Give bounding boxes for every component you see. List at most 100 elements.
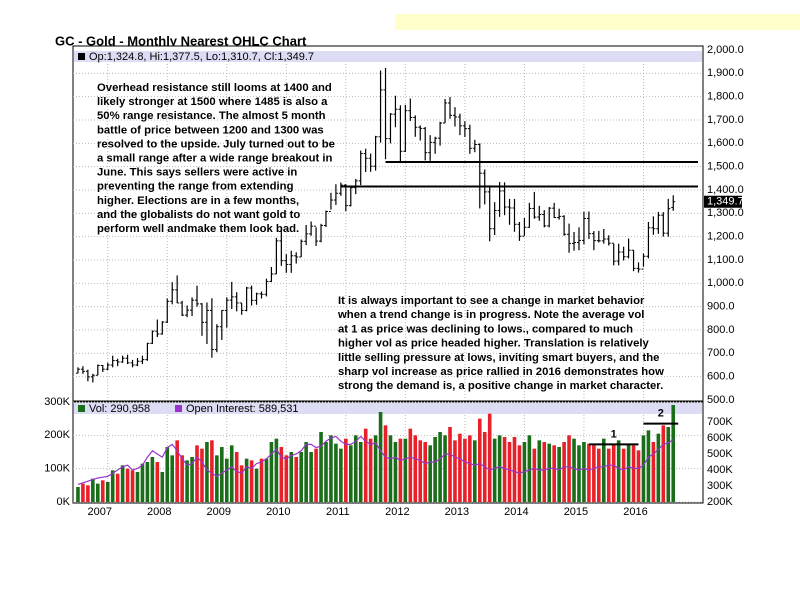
y-tick-label: 800.0 <box>707 324 735 336</box>
volume-bar <box>244 458 249 502</box>
volume-bar <box>86 485 90 502</box>
x-tick-label: 2015 <box>564 506 588 518</box>
volume-bar <box>492 438 497 502</box>
y-tick-label: 1,900.0 <box>707 67 744 79</box>
annotation: when a trend change is in progress. Note… <box>337 309 644 321</box>
volume-bar <box>587 443 591 502</box>
volume-bar <box>110 470 115 502</box>
volume-bar <box>150 457 155 502</box>
volume-bar <box>130 470 135 502</box>
annotation-label: 2 <box>658 408 664 420</box>
volume-bar <box>453 440 457 502</box>
y-tick-label: 1,400.0 <box>707 184 744 196</box>
annotation: likely stronger at 1500 where 1485 is al… <box>97 96 328 108</box>
volume-bar <box>215 455 219 502</box>
annotation: resolved to the upside. July turned out … <box>97 138 335 150</box>
volume-bar <box>641 435 646 502</box>
volume-bar <box>185 460 189 502</box>
volume-bar <box>190 457 194 502</box>
volume-bar <box>383 425 388 502</box>
volume-bar <box>125 468 130 502</box>
volume-bar <box>656 433 661 502</box>
volume-bar <box>294 457 299 502</box>
legend-swatch <box>78 405 85 412</box>
y-tick-label: 1,100.0 <box>707 254 744 266</box>
volume-bar <box>468 435 472 502</box>
volume-bar <box>81 483 85 502</box>
volume-bar <box>319 432 323 502</box>
annotation-label: 1 <box>611 428 617 440</box>
volume-bar <box>358 442 363 502</box>
y-tick-label: 900.0 <box>707 301 735 313</box>
y-tick-label: 0K <box>57 496 71 508</box>
x-tick-label: 2007 <box>87 506 111 518</box>
volume-bar <box>572 438 576 502</box>
volume-bar <box>195 445 199 502</box>
y2-tick-label: 600K <box>707 432 733 444</box>
volume-bar <box>96 483 100 502</box>
volume-bar <box>532 448 537 502</box>
volume-bar <box>373 435 378 502</box>
annotation: sharp vol increase as price rallied in 2… <box>338 366 664 378</box>
y-tick-label: 1,200.0 <box>707 231 744 243</box>
x-tick-label: 2016 <box>623 506 647 518</box>
volume-bar <box>220 447 224 502</box>
volume-bar <box>512 437 517 502</box>
annotation: battle of price between 1200 and 1300 wa… <box>97 124 324 136</box>
y2-tick-label: 500K <box>707 448 733 460</box>
legend-swatch <box>175 405 182 412</box>
volume-bar <box>210 440 214 502</box>
volume-bar <box>497 435 502 502</box>
volume-bar <box>249 460 254 502</box>
x-tick-label: 2012 <box>385 506 409 518</box>
volume-bar <box>413 435 418 502</box>
volume-bar <box>76 487 80 502</box>
volume-bar <box>353 435 358 502</box>
volume-bar <box>606 448 611 502</box>
volume-bar <box>234 452 239 502</box>
y-tick-label: 500.0 <box>707 394 735 406</box>
volume-bar <box>180 455 184 502</box>
y-tick-label: 300K <box>44 396 70 408</box>
legend-swatch <box>78 53 85 60</box>
volume-bar <box>567 435 571 502</box>
volume-bar <box>334 443 338 502</box>
volume-bar <box>582 442 586 502</box>
volume-legend: Vol: 290,958 <box>89 403 150 415</box>
volume-bar <box>597 448 601 502</box>
price-legend: Op:1,324.8, Hi:1,377.5, Lo:1,310.7, Cl:1… <box>89 51 314 63</box>
volume-bar <box>423 442 428 502</box>
volume-bar <box>428 445 432 502</box>
volume-bar <box>135 472 140 502</box>
open-interest-line <box>77 435 674 485</box>
volume-bar <box>671 405 676 502</box>
volume-bar <box>487 413 492 502</box>
annotation: perform well andmake them look bad. <box>97 223 299 235</box>
volume-bar <box>562 442 566 502</box>
volume-bar <box>200 448 204 502</box>
volume-bar <box>542 442 547 502</box>
volume-bar <box>388 435 393 502</box>
volume-legend-bar <box>74 403 702 414</box>
y-tick-label: 600.0 <box>707 371 735 383</box>
volume-bar <box>329 435 333 502</box>
annotation: higher. Elections are in a few months, <box>97 195 299 207</box>
y-tick-label: 1,300.0 <box>707 207 744 219</box>
volume-bar <box>621 448 626 502</box>
volume-bar <box>348 445 353 502</box>
volume-bar <box>314 448 318 502</box>
y-tick-label: 700.0 <box>707 347 735 359</box>
volume-bar <box>611 443 616 502</box>
volume-bar <box>304 442 308 502</box>
volume-bar <box>666 427 671 502</box>
volume-bar <box>120 465 125 502</box>
volume-bar <box>438 432 442 502</box>
volume-bar <box>636 450 641 502</box>
volume-bar <box>463 438 467 502</box>
y-tick-label: 1,700.0 <box>707 114 744 126</box>
volume-bar <box>443 435 447 502</box>
volume-bar <box>344 438 348 502</box>
banner <box>395 14 800 30</box>
volume-bar <box>557 447 561 502</box>
